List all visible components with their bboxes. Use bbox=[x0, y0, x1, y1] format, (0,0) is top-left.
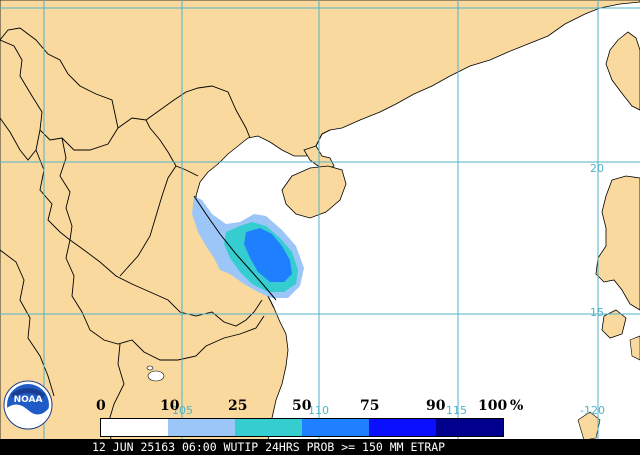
hainan-island bbox=[281, 165, 347, 219]
legend-swatch-90-100 bbox=[436, 419, 503, 436]
product-description: 12 JUN 25163 06:00 WUTIP 24HRS PROB >= 1… bbox=[92, 440, 446, 454]
legend-swatch-75-90 bbox=[369, 419, 436, 436]
legend-tick: 75 bbox=[360, 398, 380, 414]
grid-label-lon-110: 110 bbox=[308, 404, 329, 417]
small-island bbox=[629, 335, 640, 361]
grid-label-lat-15: 15 bbox=[590, 306, 604, 319]
legend-swatch-0-10 bbox=[101, 419, 168, 436]
noaa-logo-text: NOAA bbox=[14, 395, 43, 405]
prob-50-75-area bbox=[244, 228, 292, 282]
legend-swatch-10-25 bbox=[168, 419, 235, 436]
footer-bar: 12 JUN 25163 06:00 WUTIP 24HRS PROB >= 1… bbox=[0, 439, 640, 455]
legend-unit: % bbox=[510, 398, 524, 414]
grid-label-lon-120: -120 bbox=[580, 404, 605, 417]
legend-tick: 0 bbox=[96, 398, 106, 414]
mindoro-island bbox=[601, 309, 627, 339]
legend-swatch-50-75 bbox=[302, 419, 369, 436]
legend-color-bar bbox=[100, 418, 504, 437]
lake bbox=[146, 365, 154, 371]
lat-lon-grid bbox=[0, 0, 640, 440]
legend-tick: 25 bbox=[228, 398, 248, 414]
legend-tick: 90 bbox=[426, 398, 446, 414]
grid-label-lon-115: 115 bbox=[446, 404, 467, 417]
taiwan-island bbox=[605, 31, 640, 111]
grid-label-lat-20: 20 bbox=[590, 162, 604, 175]
lake bbox=[147, 370, 165, 382]
storm-track-line bbox=[193, 195, 277, 301]
legend-swatch-25-50 bbox=[235, 419, 302, 436]
probability-contours bbox=[192, 196, 304, 298]
noaa-logo-icon: NOAA bbox=[3, 380, 53, 430]
grid-label-lon-105: 105 bbox=[172, 404, 193, 417]
legend-tick: 100 bbox=[478, 398, 508, 414]
legend-tick: 50 bbox=[292, 398, 312, 414]
legend-tick: 10 bbox=[160, 398, 180, 414]
legend-tick-labels: 0 10 25 50 75 90 100 % bbox=[0, 398, 640, 418]
luzon-island bbox=[595, 175, 640, 311]
